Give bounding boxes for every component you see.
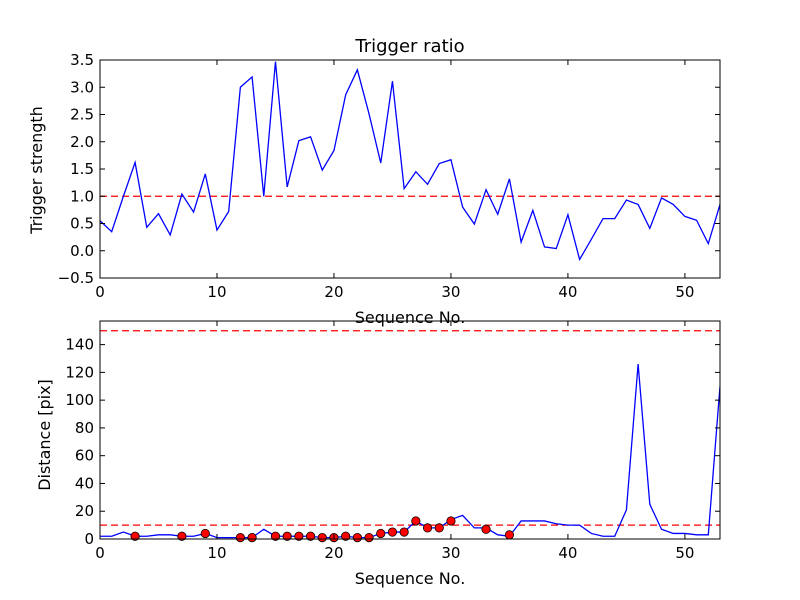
bottom-plot-x-tick-label: 30 bbox=[441, 544, 460, 562]
top-plot-y-tick-label: 2.5 bbox=[70, 106, 94, 124]
bottom-plot-data-point bbox=[446, 516, 456, 526]
top-plot-x-tick-label: 0 bbox=[95, 283, 105, 301]
bottom-plot-y-tick-label: 60 bbox=[75, 447, 94, 465]
top-plot-y-tick-label: 1.0 bbox=[70, 187, 94, 205]
bottom-plot-y-tick-label: 0 bbox=[84, 530, 94, 548]
bottom-plot-y-tick-label: 20 bbox=[75, 502, 94, 520]
bottom-plot-y-tick-label: 80 bbox=[75, 419, 94, 437]
bottom-plot-ylabel: Distance [pix] bbox=[35, 379, 54, 491]
bottom-plot-data-point bbox=[235, 533, 245, 543]
bottom-plot-data-point bbox=[387, 527, 398, 537]
top-plot-x-tick-label: 20 bbox=[324, 283, 343, 301]
bottom-plot-x-tick-label: 20 bbox=[324, 544, 343, 562]
top-plot-y-tick-label: 3.0 bbox=[70, 78, 94, 96]
top-plot-frame bbox=[99, 59, 721, 279]
bottom-plot-y-tick-label: 120 bbox=[65, 363, 94, 381]
bottom-plot-data-point bbox=[504, 530, 515, 540]
top-plot-x-tick-label: 50 bbox=[675, 283, 694, 301]
top-plot-x-tick-label: 40 bbox=[558, 283, 577, 301]
bottom-plot-data-point bbox=[200, 528, 210, 539]
top-plot-ylabel: Trigger strength bbox=[27, 106, 46, 235]
bottom-plot-data-point bbox=[294, 531, 304, 541]
bottom-plot-data-point bbox=[282, 531, 292, 541]
bottom-plot-data-point bbox=[376, 528, 386, 539]
bottom-plot-data-point bbox=[364, 533, 374, 543]
bottom-plot-x-tick-label: 10 bbox=[207, 544, 226, 562]
top-plot-y-tick-label: 0.5 bbox=[70, 215, 94, 233]
bottom-plot-data-point bbox=[317, 533, 327, 543]
bottom-plot-series-line bbox=[100, 363, 720, 539]
bottom-plot-y-tick-label: 40 bbox=[75, 474, 94, 492]
bottom-plot-x-tick-label: 40 bbox=[558, 544, 577, 562]
bottom-plot-data-point bbox=[305, 531, 316, 541]
top-plot-series-line bbox=[100, 61, 720, 262]
bottom-plot-x-tick-label: 50 bbox=[675, 544, 694, 562]
bottom-plot-frame bbox=[99, 320, 721, 540]
bottom-plot-data-point bbox=[341, 531, 351, 541]
bottom-plot-x-tick-label: 0 bbox=[95, 544, 105, 562]
bottom-plot-y-tick-label: 140 bbox=[65, 336, 94, 354]
top-plot-title: Trigger ratio bbox=[354, 36, 464, 57]
top-plot-y-tick-label: 0.0 bbox=[70, 242, 94, 260]
top-plot-y-tick-label: 2.0 bbox=[70, 133, 94, 151]
bottom-plot-data-point bbox=[399, 527, 409, 537]
top-plot-y-tick-label: −0.5 bbox=[58, 269, 94, 287]
bottom-plot-data-point bbox=[481, 524, 491, 534]
top-plot-x-tick-label: 30 bbox=[441, 283, 460, 301]
bottom-plot-data-point bbox=[130, 531, 140, 541]
bottom-plot-data-point bbox=[434, 523, 444, 533]
bottom-plot-data-point bbox=[247, 533, 257, 543]
bottom-plot-panel: Distance [pix] Sequence No. 0 10 20 30 40 50 0… bbox=[35, 320, 721, 588]
bottom-plot-data-point bbox=[352, 533, 362, 543]
top-plot-xlabel: Sequence No. bbox=[355, 308, 466, 327]
top-plot-x-tick-label: 10 bbox=[207, 283, 226, 301]
bottom-plot-data-point bbox=[411, 516, 421, 526]
bottom-plot-data-point bbox=[177, 531, 187, 541]
top-plot-panel: Trigger ratio Trigger strength Sequence … bbox=[27, 36, 721, 327]
bottom-plot-xlabel: Sequence No. bbox=[355, 569, 466, 588]
bottom-plot-data-point bbox=[422, 523, 433, 533]
bottom-plot-data-point bbox=[270, 531, 281, 541]
bottom-plot-y-tick-label: 100 bbox=[65, 391, 94, 409]
top-plot-y-tick-label: 3.5 bbox=[70, 51, 94, 69]
top-plot-y-tick-label: 1.5 bbox=[70, 160, 94, 178]
